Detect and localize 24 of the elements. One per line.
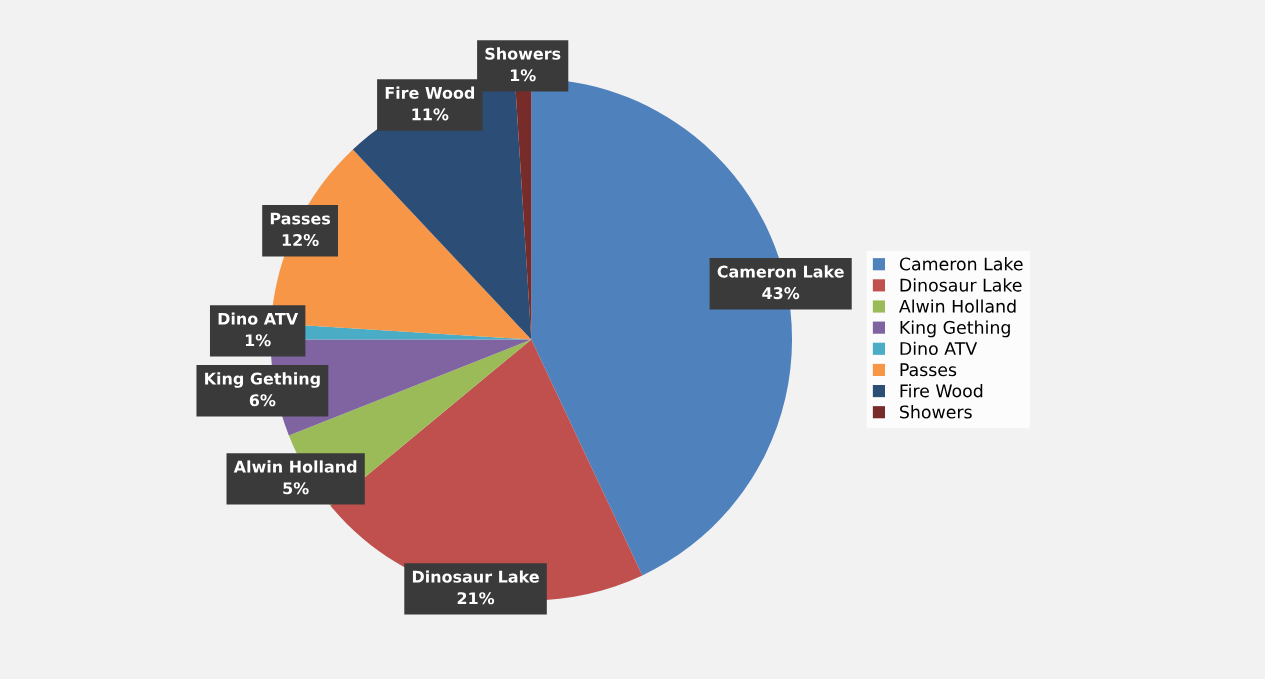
data-label: 43% xyxy=(762,287,800,300)
legend-label: Dinosaur Lake xyxy=(900,278,1022,292)
slice-label: Passes xyxy=(270,212,331,225)
legend-label: Fire Wood xyxy=(900,383,983,398)
slice-label: Fire Wood xyxy=(385,86,475,99)
legend-label: King Gething xyxy=(900,320,1010,338)
data-label: 11% xyxy=(412,108,449,121)
legend-label: Alwin Holland xyxy=(899,299,1016,313)
data-label: 1% xyxy=(510,69,536,82)
data-label: 21% xyxy=(457,592,495,605)
legend-label: Showers xyxy=(900,405,972,419)
data-label: 6% xyxy=(249,394,276,407)
data-label: 5% xyxy=(283,482,309,495)
slice-label: Cameron Lake xyxy=(717,265,844,278)
slice-label: Showers xyxy=(485,47,561,60)
legend-label: Dino ATV xyxy=(900,341,978,356)
slice-label: Dinosaur Lake xyxy=(412,570,539,583)
slice-label: Dino ATV xyxy=(218,312,299,325)
slice-label: Alwin Holland xyxy=(233,460,357,473)
legend-label: Passes xyxy=(900,363,957,377)
data-label: 12% xyxy=(282,234,319,247)
data-label: 1% xyxy=(245,334,271,347)
slice-label: King Gething xyxy=(205,372,320,388)
legend-label: Cameron Lake xyxy=(899,257,1023,271)
